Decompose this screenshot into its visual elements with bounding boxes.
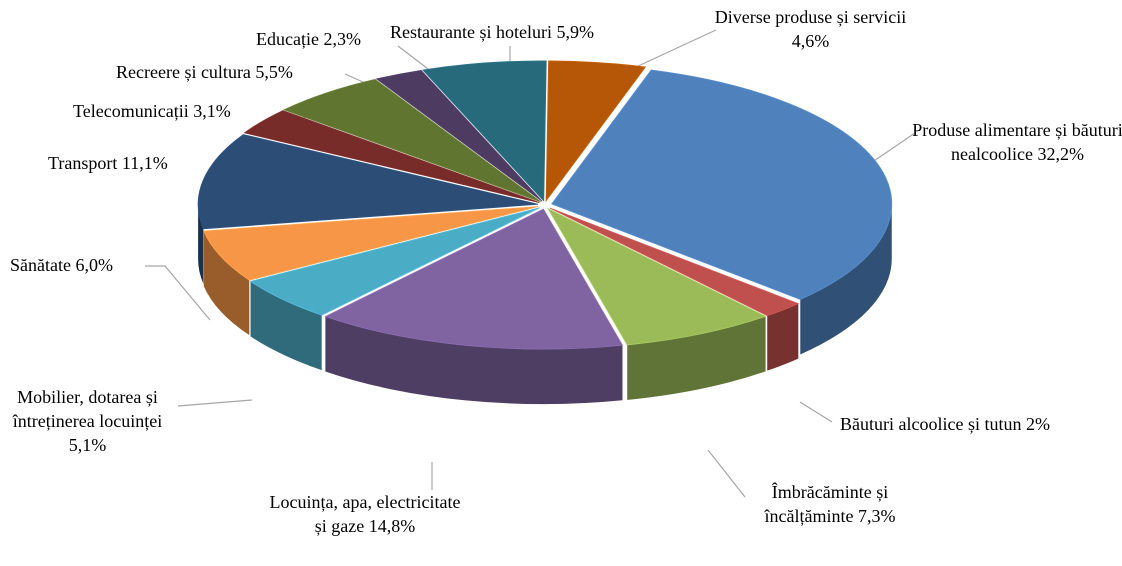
slice-side (325, 316, 623, 405)
value-label: 7,3% (857, 506, 896, 526)
data-label: Recreere și cultura 5,5% (116, 60, 351, 84)
value-label: 5,5% (255, 62, 293, 82)
data-label: Diverse produse și servicii 4,6% (708, 5, 913, 53)
value-label: 3,1% (193, 101, 231, 121)
value-label: 32,2% (1037, 144, 1084, 164)
value-label: 2,3% (323, 29, 361, 49)
leader-line (145, 265, 211, 321)
slice (545, 60, 647, 203)
value-label: 5,1% (68, 435, 107, 455)
data-label: Sănătate 6,0% (10, 253, 160, 277)
value-label: 5,9% (556, 22, 594, 42)
category-label: Diverse produse și servicii (714, 7, 907, 27)
category-label: Mobilier, dotarea și întreținerea locuin… (12, 387, 163, 431)
data-label: Produse alimentare și băuturi nealcoolic… (905, 118, 1122, 166)
slice-sides (198, 203, 892, 405)
data-label: Telecomunicații 3,1% (73, 99, 283, 123)
leader-line (799, 401, 833, 423)
value-label: 11,1% (121, 153, 168, 173)
leader-line (867, 132, 916, 166)
value-label: 4,6% (791, 31, 830, 51)
slice (249, 207, 540, 316)
slice (243, 110, 540, 203)
slice-wall (325, 316, 623, 405)
slice (324, 208, 624, 350)
slice-wall (250, 281, 322, 371)
data-label: Restaurante și hoteluri 5,9% (390, 20, 655, 44)
slice (551, 69, 893, 300)
leader-line (397, 45, 433, 73)
category-label: Educație (256, 29, 319, 49)
slice-side (203, 231, 250, 336)
slice-side (800, 203, 892, 355)
category-label: Transport (48, 153, 118, 173)
data-label: Mobilier, dotarea și întreținerea locuin… (5, 385, 170, 457)
value-label: 6,0% (75, 255, 113, 275)
slice (422, 60, 547, 202)
data-label: Transport 11,1% (48, 151, 208, 175)
slice-wall (203, 231, 250, 336)
slice (549, 207, 800, 317)
slice-side (250, 281, 322, 371)
slice-side (198, 204, 204, 284)
slice-wall (198, 204, 204, 284)
slice (547, 207, 767, 346)
slice-tops (197, 60, 893, 350)
slice-wall (627, 316, 766, 400)
leader-lines (145, 29, 916, 498)
leader-line (707, 449, 746, 498)
category-label: Telecomunicații (73, 101, 189, 121)
data-label: Educație 2,3% (256, 27, 396, 51)
slice-side (767, 303, 799, 371)
value-label: 2% (1025, 414, 1050, 434)
slice (283, 79, 541, 203)
data-label: Băuturi alcoolice și tutun 2% (820, 412, 1070, 436)
slice (203, 206, 539, 281)
leader-line (177, 399, 253, 407)
category-label: Restaurante și hoteluri (390, 22, 552, 42)
slice (197, 134, 539, 230)
data-label: Locuința, apa, electricitate și gaze 14,… (265, 490, 465, 538)
category-label: Băuturi alcoolice și tutun (840, 414, 1022, 434)
slice-wall (800, 203, 892, 355)
category-label: Locuința, apa, electricitate și gaze (269, 492, 461, 536)
slice (375, 69, 543, 202)
slice-side (627, 316, 766, 400)
category-label: Recreere și cultura (116, 62, 251, 82)
category-label: Îmbrăcăminte și încălțăminte (764, 482, 889, 526)
category-label: Produse alimentare și băuturi nealcoolic… (912, 120, 1122, 164)
slice-wall (767, 303, 799, 371)
category-label: Sănătate (10, 255, 71, 275)
leader-line (635, 29, 717, 68)
data-label: Îmbrăcăminte și încălțăminte 7,3% (730, 480, 930, 528)
value-label: 14,8% (368, 516, 416, 536)
